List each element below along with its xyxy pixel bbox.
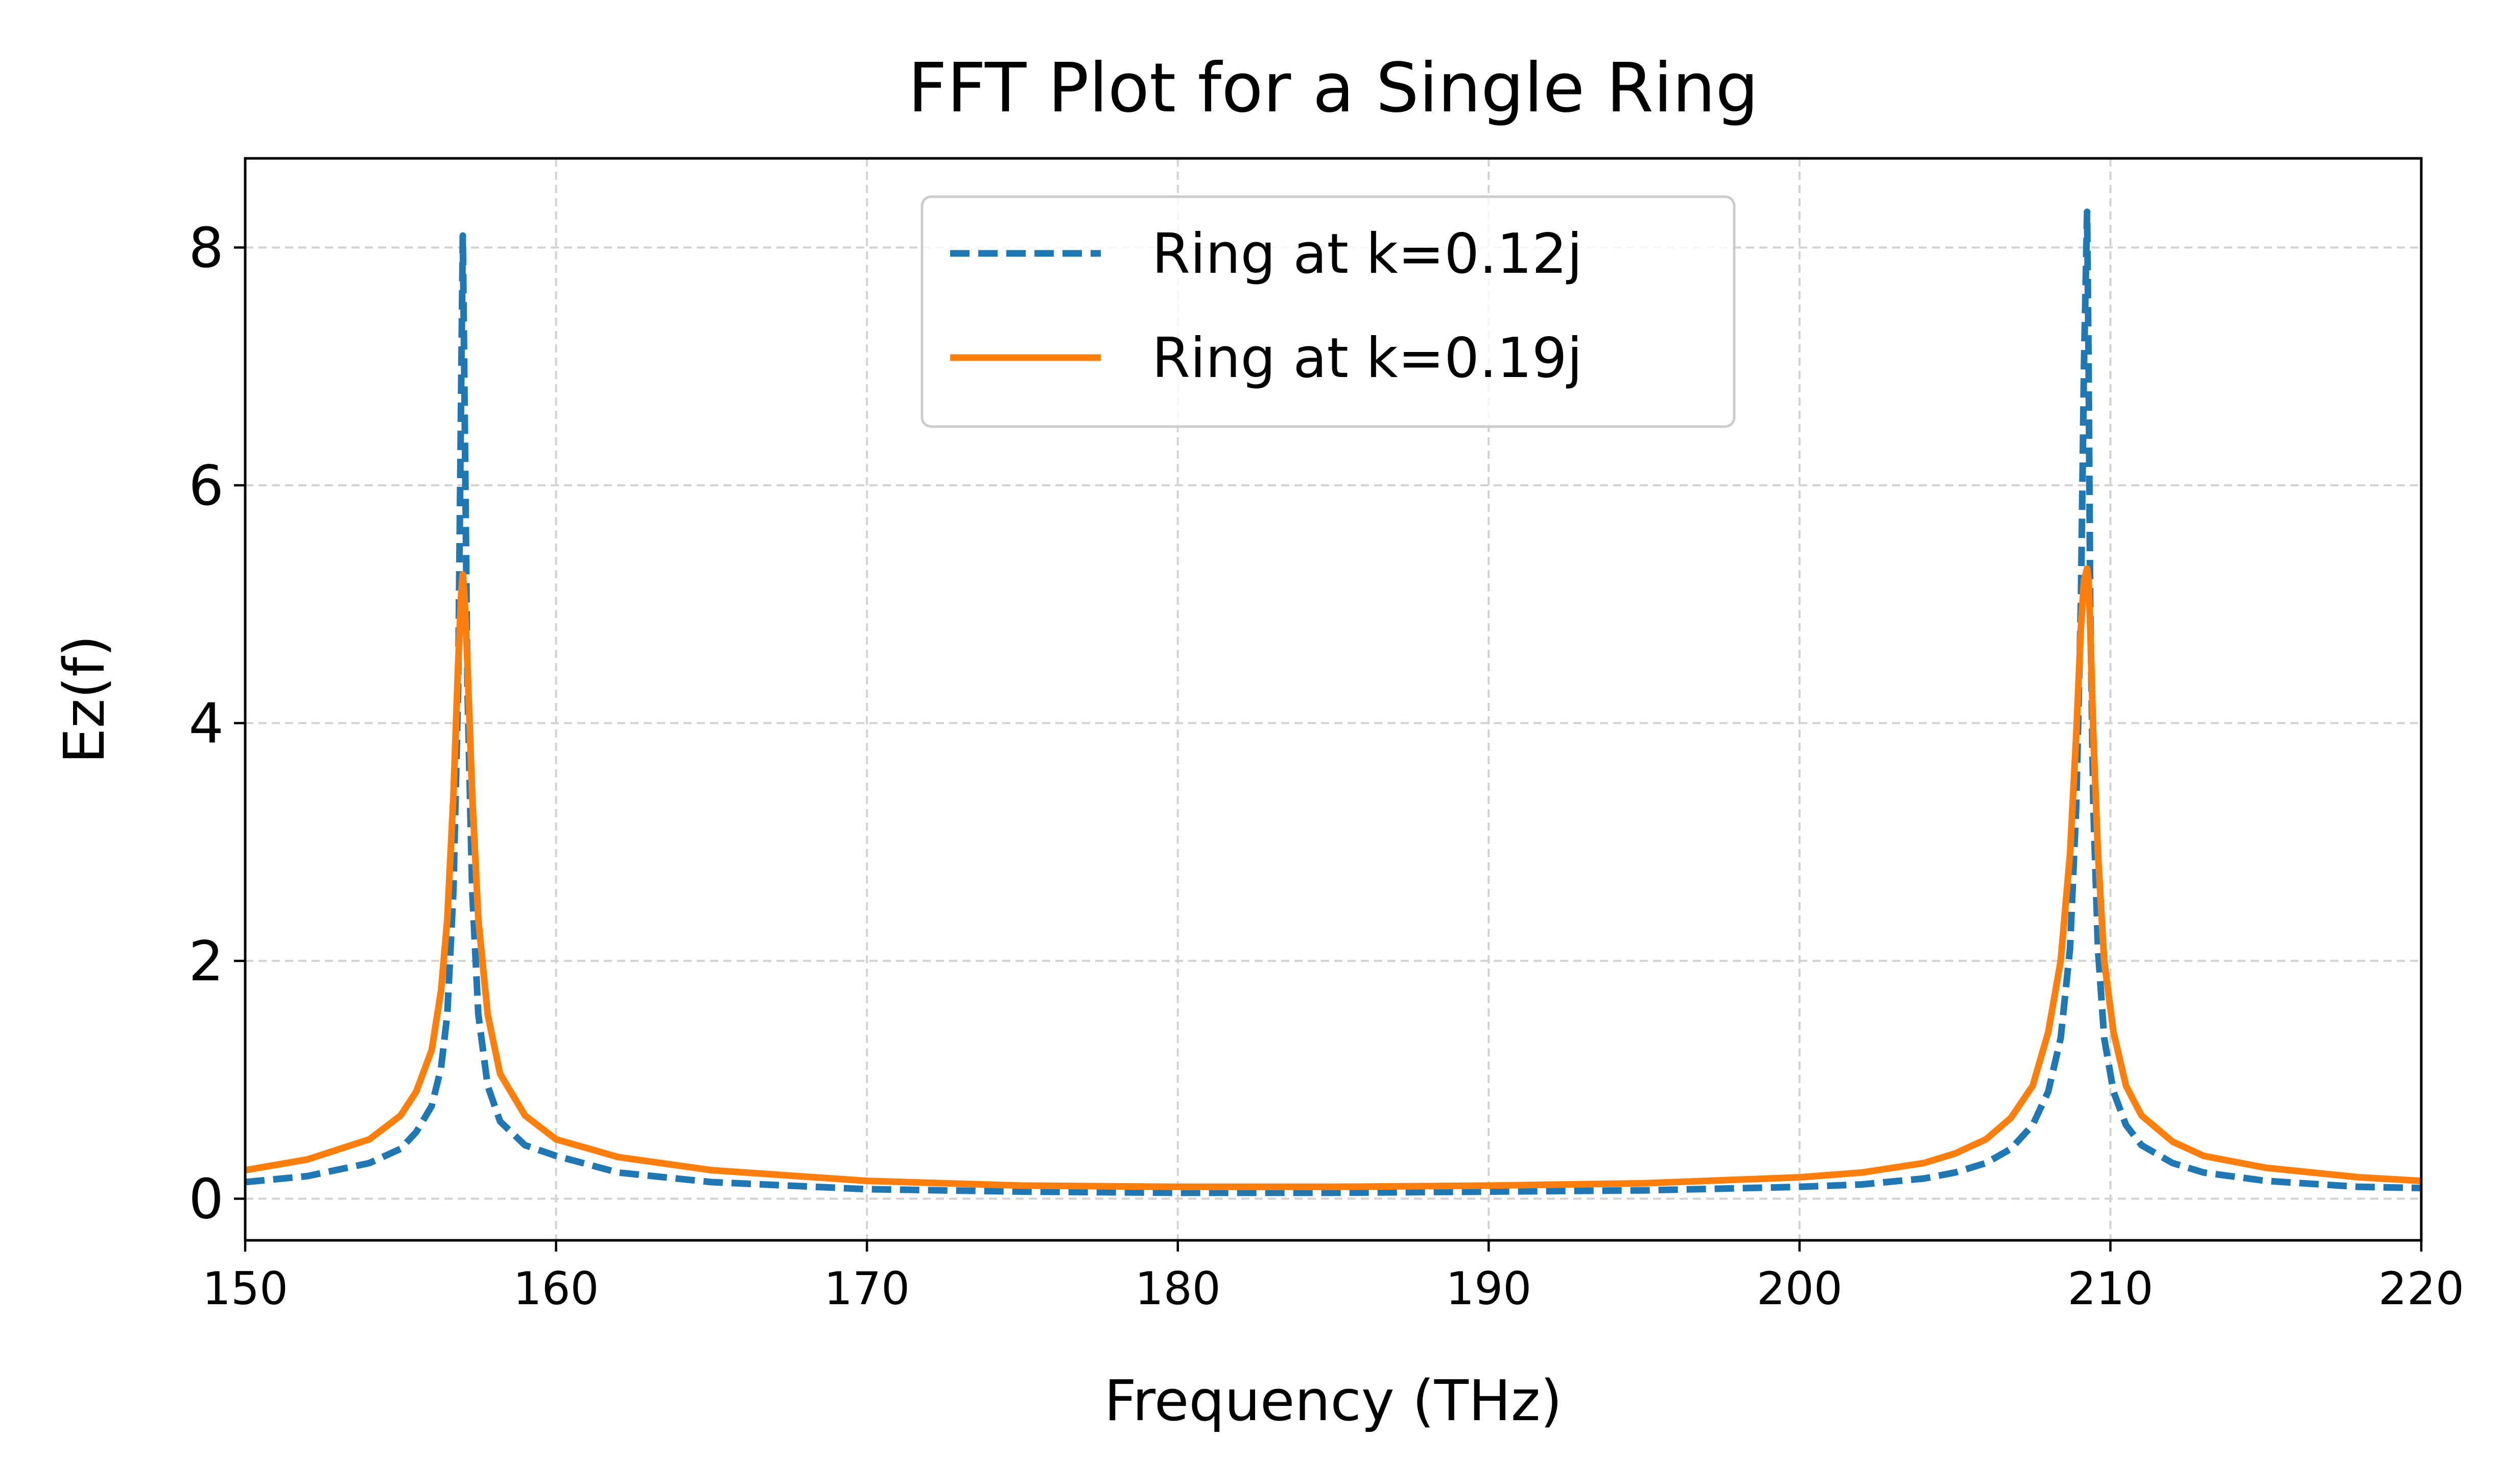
x-tick-label-6: 210 (2067, 1262, 2153, 1315)
axis-ticks: 150 160 170 180 190 200 210 220 0 2 4 6 8 (188, 217, 2464, 1315)
legend-label-ring-k012: Ring at k=0.12j (1152, 222, 1583, 286)
y-axis-label: Ez(f) (52, 635, 117, 764)
x-tick-label-0: 150 (202, 1262, 288, 1315)
legend: Ring at k=0.12j Ring at k=0.19j (920, 195, 1736, 428)
x-tick-label-4: 190 (1446, 1262, 1531, 1315)
plot-frame (244, 157, 2423, 1242)
x-tick-label-5: 200 (1757, 1262, 1843, 1315)
x-tick-label-1: 160 (513, 1262, 599, 1315)
chart-title: FFT Plot for a Single Ring (908, 49, 1758, 128)
x-axis-label: Frequency (THz) (1104, 1368, 1563, 1433)
y-tick-label-4: 8 (188, 217, 224, 280)
y-tick-label-1: 2 (188, 930, 224, 994)
x-tick-label-3: 180 (1135, 1262, 1221, 1315)
y-tick-label-0: 0 (188, 1168, 224, 1232)
series-lines (244, 208, 2422, 1196)
x-tick-label-7: 220 (2378, 1262, 2464, 1315)
y-tick-label-3: 6 (188, 454, 224, 518)
x-tick-label-2: 170 (824, 1262, 910, 1315)
y-tick-label-2: 4 (188, 692, 224, 756)
series-line-1 (244, 565, 2422, 1190)
legend-label-ring-k019: Ring at k=0.19j (1152, 326, 1583, 390)
legend-box (920, 195, 1736, 428)
